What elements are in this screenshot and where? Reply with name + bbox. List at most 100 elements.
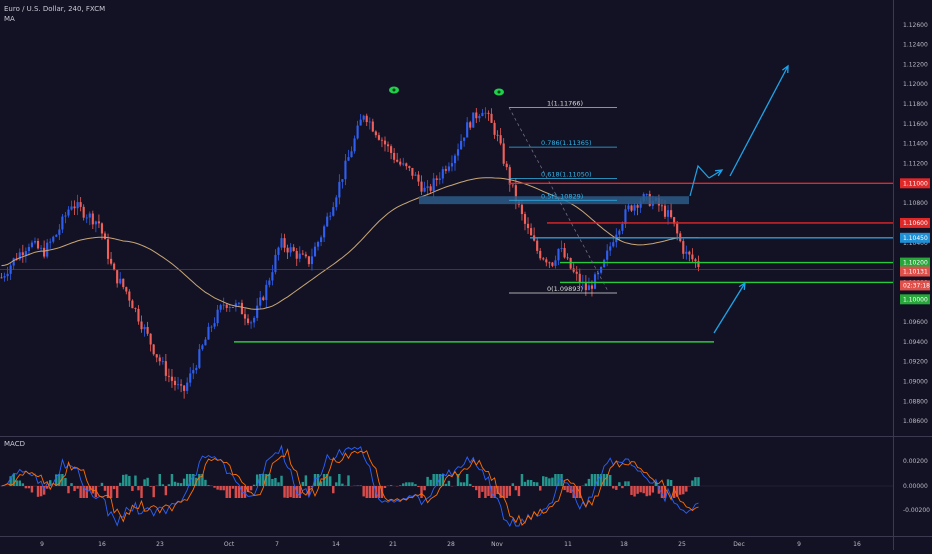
candle-body: [627, 205, 629, 209]
candle-body: [442, 169, 444, 178]
macd-histogram-bar: [515, 486, 517, 490]
candle-body: [31, 243, 33, 247]
macd-histogram-bar: [134, 476, 136, 486]
candle-body: [7, 274, 9, 276]
macd-histogram-bar: [168, 484, 170, 486]
macd-histogram-bar: [244, 486, 246, 498]
candle-body: [688, 252, 690, 255]
macd-histogram-bar: [338, 474, 340, 486]
macd-histogram-bar: [165, 486, 167, 495]
candle-body: [232, 307, 234, 308]
candle-body: [417, 175, 419, 182]
macd-histogram-bar: [341, 484, 343, 486]
candle-body: [630, 205, 632, 210]
macd-histogram-bar: [414, 484, 416, 486]
candle-body: [262, 297, 264, 300]
macd-histogram-bar: [317, 474, 319, 486]
candle-body: [414, 175, 416, 176]
candle-body: [457, 149, 459, 155]
fib-level-label: 0(1.09893): [547, 285, 583, 293]
macd-histogram-bar: [159, 474, 161, 486]
macd-histogram-bar: [609, 475, 611, 486]
candle-body: [591, 285, 593, 288]
candle-body: [220, 305, 222, 309]
candle-body: [256, 306, 258, 318]
candle-body: [165, 361, 167, 376]
macd-histogram-bar: [694, 477, 696, 486]
candle-body: [408, 166, 410, 168]
candle-body: [162, 361, 164, 362]
candle-body: [107, 239, 109, 259]
price-tick-label: 1.10800: [903, 200, 928, 207]
macd-histogram-bar: [618, 482, 620, 486]
macd-histogram-bar: [366, 486, 368, 498]
macd-histogram-bar: [460, 482, 462, 486]
time-tick-label: 9: [797, 541, 801, 548]
candle-body: [311, 256, 313, 264]
candle-body: [238, 303, 240, 304]
macd-histogram-bar: [369, 486, 371, 498]
macd-histogram-bar: [524, 482, 526, 486]
candle-body: [317, 242, 319, 247]
macd-histogram-bar: [542, 476, 544, 486]
price-tag-label: 1.11000: [903, 180, 928, 187]
macd-histogram-bar: [232, 486, 234, 489]
macd-histogram-bar: [472, 486, 474, 487]
candle-body: [609, 246, 611, 250]
candle-body: [28, 247, 30, 251]
candle-body: [43, 248, 45, 257]
candle-body: [521, 205, 523, 214]
candle-body: [131, 301, 133, 309]
macd-histogram-bar: [46, 486, 48, 489]
macd-histogram-bar: [152, 486, 154, 497]
candle-body: [347, 157, 349, 161]
candle-body: [536, 241, 538, 251]
price-tick-label: 1.11800: [903, 101, 928, 108]
candle-body: [530, 228, 532, 235]
candle-body: [58, 229, 60, 234]
macd-histogram-bar: [332, 486, 334, 493]
candle-body: [606, 251, 608, 260]
candle-body: [320, 237, 322, 242]
candle-body: [210, 327, 212, 328]
time-tick-label: 21: [389, 541, 397, 548]
candle-body: [481, 113, 483, 116]
candle-body: [357, 126, 359, 139]
candle-body: [594, 274, 596, 288]
macd-histogram-bar: [429, 480, 431, 486]
macd-histogram-bar: [302, 482, 304, 486]
macd-histogram-bar: [183, 479, 185, 486]
candle-body: [0, 277, 2, 278]
macd-histogram-bar: [198, 474, 200, 486]
fib-level-label: 0.618(1.11050): [541, 170, 592, 178]
candle-body: [344, 161, 346, 179]
candle-body: [670, 210, 672, 217]
price-tick-label: 1.09000: [903, 379, 928, 386]
candle-body: [217, 310, 219, 323]
macd-histogram-bar: [216, 486, 218, 490]
candle-body: [396, 160, 398, 162]
macd-histogram-bar: [143, 479, 145, 486]
candle-body: [427, 186, 429, 188]
candle-body: [89, 214, 91, 218]
candle-body: [171, 377, 173, 381]
candle-body: [585, 282, 587, 290]
macd-histogram-bar: [292, 486, 294, 498]
candle-body: [436, 178, 438, 180]
macd-histogram-bar: [642, 486, 644, 493]
candle-body: [192, 370, 194, 373]
candle-body: [52, 237, 54, 242]
candle-body: [207, 327, 209, 340]
candle-body: [40, 248, 42, 249]
candle-body: [284, 238, 286, 248]
macd-histogram-bar: [335, 482, 337, 486]
macd-histogram-bar: [624, 481, 626, 486]
price-tag-label: 1.10450: [903, 235, 928, 242]
macd-histogram-bar: [621, 486, 623, 488]
symbol-title: Euro / U.S. Dollar, 240, FXCM: [4, 5, 105, 13]
macd-histogram-bar: [545, 477, 547, 486]
macd-histogram-bar: [390, 485, 392, 486]
candle-body: [61, 217, 63, 230]
